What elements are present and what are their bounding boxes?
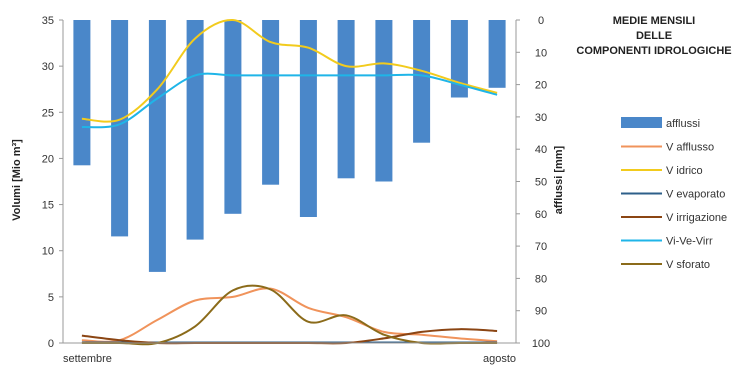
legend-label-v-idrico: V idrico [666, 165, 703, 177]
y-left-tick-label: 0 [48, 338, 54, 350]
y-right-tick-label: 30 [535, 112, 547, 124]
y-left-tick-label: 15 [42, 200, 54, 212]
y-left-tick-label: 30 [42, 61, 54, 73]
bar-afflussi-6 [262, 20, 280, 185]
lines-layer [81, 18, 498, 346]
bar-afflussi-10 [413, 20, 431, 143]
bars-layer [73, 20, 506, 272]
legend-label-afflussi: afflussi [666, 118, 700, 130]
y-left-tick-label: 10 [42, 246, 54, 258]
bar-afflussi-8 [337, 20, 355, 179]
legend-label-v-sforato: V sforato [666, 259, 710, 271]
y-right-tick-label: 50 [535, 177, 547, 189]
bar-afflussi-3 [148, 20, 166, 272]
y-left-tick-label: 20 [42, 153, 54, 165]
y-left-tick-label: 5 [48, 292, 54, 304]
y-right-tick-label: 20 [535, 80, 547, 92]
bar-afflussi-2 [111, 20, 129, 237]
left-axis-ticks: 0 5 10 15 20 25 30 35 [42, 15, 63, 350]
series-line-v-afflusso [81, 287, 498, 343]
right-axis-ticks: 0 10 20 30 40 50 60 70 80 90 100 [516, 15, 550, 350]
y-right-tick-label: 60 [535, 209, 547, 221]
x-tick-label-end: agosto [483, 353, 516, 365]
bar-afflussi-9 [375, 20, 393, 182]
legend: afflussi V afflusso V idrico V evaporato V i… [621, 117, 727, 271]
y-right-tick-label: 40 [535, 144, 547, 156]
y-left-tick-label: 35 [42, 15, 54, 27]
y-right-tick-label: 70 [535, 241, 547, 253]
legend-label-v-afflusso: V afflusso [666, 142, 714, 154]
bar-afflussi-5 [224, 20, 242, 214]
chart-title-line-3: COMPONENTI IDROLOGICHE [576, 45, 731, 57]
legend-label-v-evaporato: V evaporato [666, 189, 725, 201]
x-tick-label-start: settembre [63, 353, 112, 365]
y-right-tick-label: 0 [538, 15, 544, 27]
legend-label-vi-ve-virr: Vi-Ve-Virr [666, 236, 713, 248]
series-line-vi-ve-virr [81, 72, 498, 129]
legend-label-v-irrigazione: V irrigazione [666, 212, 727, 224]
bar-afflussi-11 [450, 20, 468, 98]
bar-afflussi-1 [73, 20, 91, 166]
legend-swatch-afflussi [621, 117, 662, 128]
y-right-axis-title: afflussi [mm] [553, 145, 565, 214]
y-left-tick-label: 25 [42, 107, 54, 119]
bar-afflussi-7 [299, 20, 317, 217]
y-right-tick-label: 90 [535, 306, 547, 318]
chart-title-line-1: MEDIE MENSILI [613, 15, 696, 27]
bar-afflussi-4 [186, 20, 204, 240]
bar-afflussi-12 [488, 20, 506, 88]
y-right-tick-label: 80 [535, 273, 547, 285]
chart-title-line-2: DELLE [636, 30, 672, 42]
y-left-axis-title: Volumi [Mio m³] [11, 139, 23, 221]
y-right-tick-label: 10 [535, 47, 547, 59]
y-right-tick-label: 100 [532, 338, 550, 350]
series-line-v-idrico [81, 18, 498, 123]
